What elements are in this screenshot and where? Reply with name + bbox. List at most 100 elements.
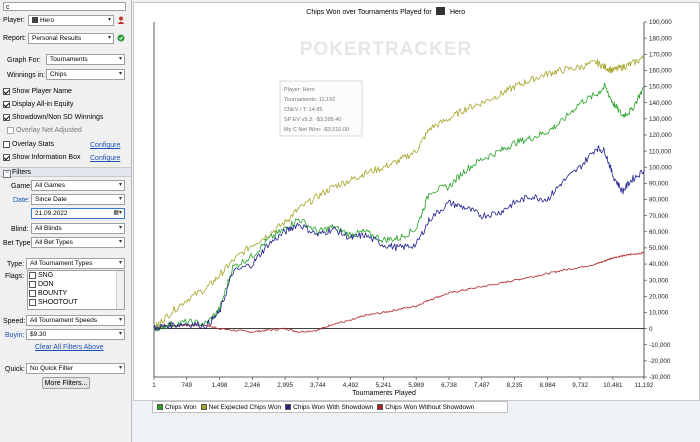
display-allin-equity-checkbox[interactable]: Display All-in Equity — [3, 101, 73, 108]
y-tick-label: 30,000 — [649, 277, 669, 284]
graph-for-label: Graph For: — [7, 57, 41, 64]
checkbox-box[interactable] — [29, 299, 36, 306]
speed-value: All Tournament Speeds — [30, 317, 98, 324]
chart-area: Chips Won over Tournaments Played for He… — [133, 2, 700, 401]
y-tick-label: 190,000 — [649, 19, 672, 26]
y-tick-label: 130,000 — [649, 116, 672, 123]
checkbox-box[interactable] — [29, 290, 36, 297]
collapse-icon[interactable]: − — [3, 170, 11, 178]
legend-label: Chips Won With Showdown — [293, 403, 374, 411]
x-tick-label: 8,235 — [507, 382, 523, 389]
date-select[interactable]: Since Date ▾ — [31, 194, 125, 205]
player-select[interactable]: Hero ▾ — [28, 15, 114, 26]
quick-label: Quick: — [5, 366, 25, 373]
info-box-line: SP EV v9.3: -$3,395.40 — [284, 117, 341, 123]
x-tick-label: 8,984 — [539, 382, 555, 389]
filters-header[interactable]: − Filters — [0, 167, 131, 178]
player-value: Hero — [40, 17, 55, 24]
y-tick-label: 160,000 — [649, 68, 672, 75]
blind-select[interactable]: All Blinds ▾ — [31, 223, 125, 234]
legend-label: Chips Won Without Showdown — [385, 403, 475, 411]
chips-won-chart: Chips Won over Tournaments Played for He… — [152, 7, 672, 397]
chevron-down-icon: ▾ — [118, 71, 122, 77]
flags-list[interactable]: SNG DON BOUNTY SHOOTOUT — [27, 270, 125, 310]
chevron-down-icon: ▾ — [118, 331, 122, 337]
graph-for-select[interactable]: Tournaments ▾ — [46, 54, 125, 65]
speed-select[interactable]: All Tournament Speeds ▾ — [26, 315, 125, 326]
chevron-down-icon: ▾ — [118, 365, 122, 371]
game-value: All Games — [35, 182, 65, 189]
graph-for-value: Tournaments — [50, 56, 88, 63]
calendar-icon[interactable]: ▦▾ — [113, 210, 122, 216]
report-select[interactable]: Personal Results ▾ — [28, 33, 114, 44]
search-input[interactable]: c — [3, 2, 126, 11]
legend-item-net-expected: Net Expected Chips Won — [200, 403, 282, 411]
chart-axes: -30,000 -20,000 -10,000 0 10,000 20,000 30,000… — [152, 19, 672, 389]
info-box-line: Tournaments: 11,192 — [284, 97, 335, 103]
information-box-bg — [279, 80, 363, 137]
clear-all-filters-link[interactable]: Clear All Filters Above — [35, 344, 104, 351]
information-box: Player: Hero Tournaments: 11,192 ChEV / T:… — [279, 80, 363, 137]
chevron-down-icon: ▾ — [118, 182, 122, 188]
game-select[interactable]: All Games ▾ — [31, 180, 125, 191]
legend-swatch — [285, 404, 292, 410]
winnings-in-select[interactable]: Chips ▾ — [46, 69, 125, 80]
y-tick-label: 180,000 — [649, 35, 672, 42]
y-tick-label: 150,000 — [649, 84, 672, 91]
chart-series — [153, 55, 645, 333]
chevron-down-icon: ▾ — [118, 317, 122, 323]
chevron-down-icon: ▾ — [118, 225, 122, 231]
checkbox-box[interactable] — [29, 272, 36, 279]
y-tick-label: 50,000 — [649, 245, 669, 252]
x-tick-label: 1,498 — [212, 382, 228, 389]
overlay-stats-configure-link[interactable]: Configure — [90, 142, 121, 149]
show-info-box-checkbox[interactable]: Show Information Box — [3, 154, 80, 161]
x-tick-label: 2,246 — [244, 382, 260, 389]
checkbox-box[interactable] — [7, 127, 14, 134]
checkbox-box[interactable] — [3, 114, 10, 121]
checkbox-box[interactable] — [3, 141, 10, 148]
bet-type-select[interactable]: All Bet Types ▾ — [31, 237, 125, 248]
refresh-icon[interactable] — [117, 34, 125, 42]
quick-filter-select[interactable]: No Quick Filter ▾ — [26, 363, 125, 374]
info-box-line: ChEV / T: 14.95 — [284, 107, 322, 113]
chevron-down-icon: ▾ — [118, 239, 122, 245]
x-tick-label: 9,732 — [572, 382, 588, 389]
flags-label: Flags: — [5, 273, 25, 280]
checkbox-box[interactable] — [3, 88, 10, 95]
flag-item-don[interactable]: DON — [29, 281, 54, 288]
y-tick-label: 0 — [649, 326, 653, 333]
tournament-type-select[interactable]: All Tournament Types ▾ — [26, 258, 125, 269]
date-picker-input[interactable]: 21.09.2022 ▦▾ — [31, 208, 125, 219]
buyin-value: $9.30 — [30, 331, 47, 338]
more-filters-button[interactable]: More Filters... — [42, 377, 90, 389]
user-icon[interactable] — [117, 16, 125, 24]
flag-item-shootout[interactable]: SHOOTOUT — [29, 299, 78, 306]
flag-item-sng[interactable]: SNG — [29, 272, 53, 279]
legend-label: Net Expected Chips Won — [208, 403, 282, 411]
y-tick-label: 20,000 — [649, 294, 669, 301]
x-tick-label: 5,241 — [376, 382, 392, 389]
flags-scrollbar[interactable] — [116, 271, 124, 309]
flag-item-bounty[interactable]: BOUNTY — [29, 290, 67, 297]
buyin-select[interactable]: $9.30 ▾ — [26, 329, 125, 340]
x-tick-label: 5,989 — [408, 382, 424, 389]
show-player-name-checkbox[interactable]: Show Player Name — [3, 88, 72, 95]
checkbox-box[interactable] — [3, 101, 10, 108]
y-tick-label: -30,000 — [649, 374, 671, 381]
chevron-down-icon: ▾ — [118, 196, 122, 202]
x-tick-label: 7,487 — [474, 382, 490, 389]
chart-title-player: Hero — [450, 9, 465, 16]
checkbox-box[interactable] — [3, 154, 10, 161]
overlay-net-adjusted-checkbox[interactable]: Overlay Net Adjusted — [7, 127, 82, 134]
date-picker-value: 21.09.2022 — [35, 210, 68, 217]
info-box-configure-link[interactable]: Configure — [90, 155, 121, 162]
checkbox-box[interactable] — [29, 281, 36, 288]
buyin-label: Buyin: — [5, 332, 25, 339]
showdown-winnings-checkbox[interactable]: Showdown/Non SD Winnings — [3, 114, 103, 121]
y-tick-label: 110,000 — [649, 148, 672, 155]
y-tick-label: 100,000 — [649, 164, 672, 171]
overlay-stats-checkbox[interactable]: Overlay Stats — [3, 141, 54, 148]
x-axis-label: Tournaments Played — [352, 390, 416, 397]
x-tick-label: 3,744 — [310, 382, 326, 389]
